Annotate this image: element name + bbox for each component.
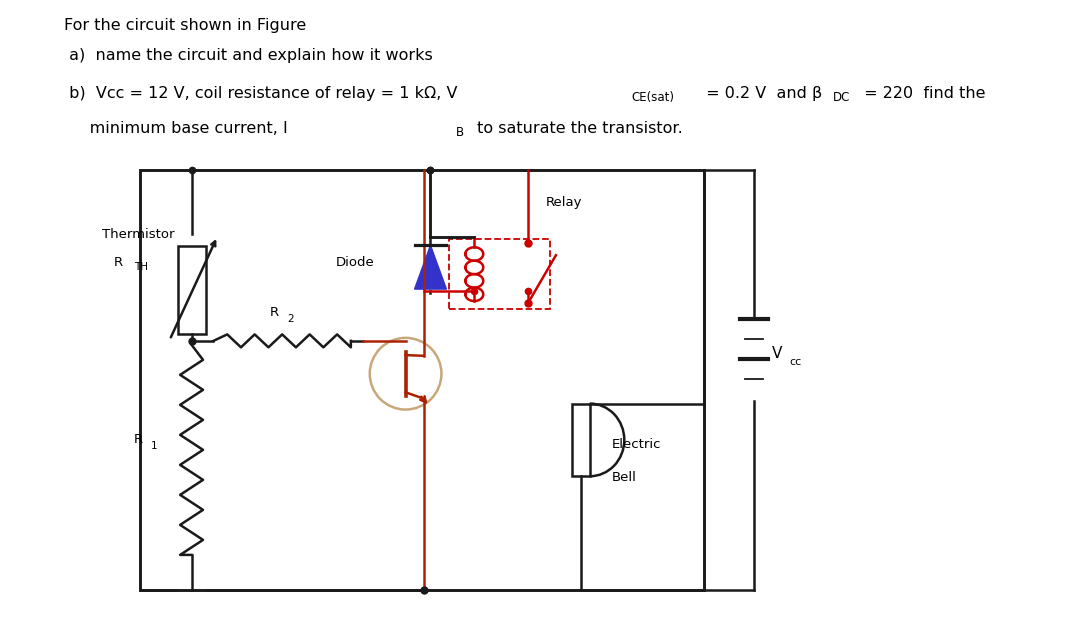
Text: = 0.2 V  and β: = 0.2 V and β bbox=[701, 86, 823, 101]
Text: DC: DC bbox=[833, 91, 850, 104]
Polygon shape bbox=[415, 245, 446, 289]
Bar bbox=[139, 170, 704, 590]
Text: Relay: Relay bbox=[546, 196, 582, 209]
Text: V: V bbox=[772, 346, 782, 361]
Text: to saturate the transistor.: to saturate the transistor. bbox=[472, 121, 683, 136]
Bar bbox=[571, 404, 590, 476]
Bar bbox=[177, 246, 205, 334]
Text: R: R bbox=[134, 433, 143, 446]
Text: R: R bbox=[270, 306, 280, 319]
Text: R: R bbox=[113, 256, 123, 269]
Text: CE(sat): CE(sat) bbox=[632, 91, 675, 104]
Text: b)  Vcc = 12 V, coil resistance of relay = 1 kΩ, V: b) Vcc = 12 V, coil resistance of relay … bbox=[64, 86, 458, 101]
Text: TH: TH bbox=[134, 262, 148, 272]
Text: cc: cc bbox=[788, 357, 801, 367]
Text: 1: 1 bbox=[151, 441, 158, 451]
Text: a)  name the circuit and explain how it works: a) name the circuit and explain how it w… bbox=[64, 48, 433, 63]
Bar bbox=[449, 240, 550, 309]
Text: Electric: Electric bbox=[612, 438, 661, 451]
Text: Thermistor: Thermistor bbox=[102, 228, 175, 241]
Text: Diode: Diode bbox=[336, 256, 375, 269]
Text: B: B bbox=[456, 126, 463, 139]
Text: For the circuit shown in Figure: For the circuit shown in Figure bbox=[64, 19, 307, 33]
Text: Bell: Bell bbox=[612, 471, 637, 484]
Text: minimum base current, I: minimum base current, I bbox=[64, 121, 288, 136]
Text: 2: 2 bbox=[287, 314, 294, 324]
Text: = 220  find the: = 220 find the bbox=[859, 86, 985, 101]
